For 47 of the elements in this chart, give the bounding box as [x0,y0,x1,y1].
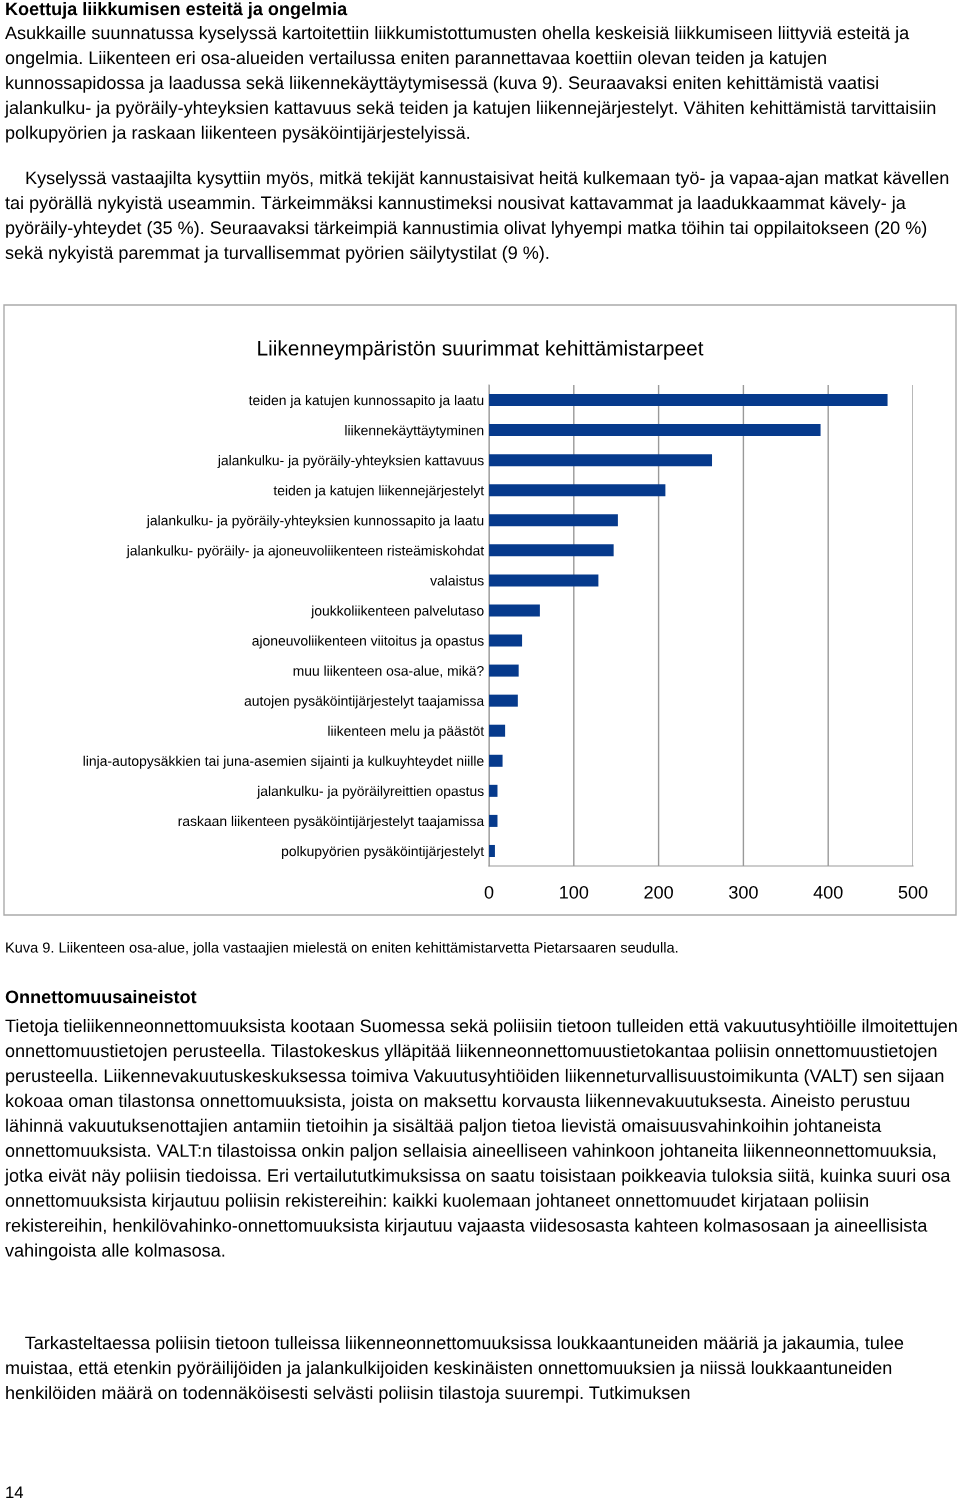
bar [489,724,506,737]
text: Asukkaille suunnatussa kyselyssä kartoitettiin liikkumistottumusten ohella keskeisiä liikkumiseen liittyviä esteitä ja ongelmia. Liikenteen eri osa-alueiden vertailussa eniten parannettavaa koettiin olevan teiden ja katujen kunnossapidossa ja laadussa sekä liikennekäyttäytymisessä (kuva 9). Seuraavaksi eniten kehittämistä vaatisi jalankulku- ja pyöräily-yhteyksien kattavuus sekä teiden ja katujen liikennejärjestelyt. Vähiten kehittämistä tarvittaisiin polkupyörien ja raskaan liikenteen pysäköintijärjestelyissä. [4,26,936,143]
bar [489,454,713,467]
y-tick-label: muu liikenteen osa-alue, mikä? [293,665,484,678]
text: Koettuja liikkumisen esteitä ja ongelmia [6,2,348,19]
bar [489,814,498,827]
y-tick-label: liikennekäyttäytyminen [345,425,484,439]
text: Kyselyssä vastaajilta kysyttiin myös, mitkä tekijät kannustaisivat heitä kulkemaan työ- ja vapaa-ajan matkat kävellen tai pyörällä nykyistä useammin. Tärkeimmäksi kannustimeksi nousivat kattavammat ja laadukkaammat kävely- ja pyöräily-yhteydet (35 %). Seuraavaksi tärkeimpiä kannustimia olivat lyhyempi matka töihin tai oppilaitokseen (20 %) sekä nykyistä paremmat ja turvallisemmat pyörien säilytystilat (9 %). [5,171,949,263]
bar [489,604,540,617]
bar [489,394,888,407]
x-tick-label: 300 [729,885,758,899]
x-tick-label: 500 [898,885,928,899]
bar [489,484,666,497]
bar [489,424,821,437]
bar [489,514,618,527]
y-tick-label: autojen pysäköintijärjestelyt taajamissa [244,695,485,709]
y-tick-label: valaistus [430,575,484,586]
text: 14 [6,1486,24,1499]
text: Tarkasteltaessa poliisin tietoon tulleissa liikenneonnettomuuksissa loukkaantuneiden määriä ja jakaumia, tulee muistaa, että etenkin pyöräilijöiden ja jalankulkijoiden keskinäisten onnettomuuksien ja niissä loukkaantuneiden henkilöiden määrä on todennäköisesti selvästi poliisin tilastoja suurempi. Tutkimuksen [6,1336,904,1403]
y-tick-label: teiden ja katujen liikennejärjestelyt [273,485,485,499]
y-tick-label: teiden ja katujen kunnossapito ja laatu [248,395,484,408]
x-tick-label: 400 [813,885,843,899]
y-tick-label: raskaan liikenteen pysäköintijärjestelyt taajamissa [178,815,485,829]
y-tick-label: joukkoliikenteen palvelutaso [310,605,484,619]
y-tick-label: jalankulku- ja pyöräily-yhteyksien kunnossapito ja laatu [146,515,484,529]
y-tick-label: linja-autopysäkkien tai juna-asemien sijainti ja kulkuyhteydet niille [83,755,484,769]
bar [489,754,503,767]
bar [489,664,519,677]
chart-title: Liikenneympäristön suurimmat kehittämistarpeet [258,340,704,360]
bar [489,784,498,797]
y-tick-label: polkupyörien pysäköintijärjestelyt [282,845,485,859]
text: Onnettomuusaineistot [5,990,197,1004]
y-tick-label: liikenteen melu ja päästöt [328,725,485,739]
text: Tietoja tieliikenneonnettomuuksista kootaan Suomessa sekä poliisiin tietoon tulleiden että vakuutusyhtiöille ilmoitettujen onnettomuustietojen perusteella. Tilastokeskus ylläpitää liikenneonnettomuustietokantaa poliisin onnettomuustietojen perusteella. Liikennevakuutuskeskuksessa toimiva Vakuutusyhtiöiden liikenneturvallisuustoimikunta (VALT) sen sijaan kokoaa oman tilastonsa onnettomuuksista, joista on maksettu korvausta liikennevakuutuksesta. Aineisto perustuu lähinnä vakuutuksenottajien antamiin tietoihin ja sisältää paljon tietoa lievistä omaisuusvahinkoihin johtaneista onnettomuuksista. VALT:n tilastoissa onkin paljon sellaisia aineelliseen vahinkoon johtaneita liikenneonnettomuuksia, jotka eivät näy poliisin tiedoissa. Eri vertailututkimuksissa on saatu toisistaan poikkeavia tuloksia siitä, kuinka suuri osa onnettomuuksista kirjautuu poliisin rekistereihin: kaikki kuolemaan johtaneet onnettomuudet kirjataan poliisin rekistereihin, henkilövahinko-onnettomuuksista kirjautuu vajaasta viidesosasta kahteen kolmasosaan ja aineellisista vahingoista alle kolmasosa. [4,1019,957,1261]
bar [489,544,614,557]
y-tick-label: ajoneuvoliikenteen viitoitus ja opastus [252,635,484,649]
y-tick-label: jalankulku- ja pyöräily-yhteyksien kattavuus [217,455,484,469]
x-tick-label: 100 [560,885,589,899]
y-tick-label: jalankulku- pyöräily- ja ajoneuvoliikenteen risteämiskohdat [126,545,485,559]
bar [489,694,518,707]
y-tick-label: jalankulku- ja pyöräilyreittien opastus [256,785,484,799]
text: Kuva 9. Liikenteen osa-alue, jolla vastaajien mielestä on eniten kehittämistarvetta Pietarsaaren seudulla. [6,942,678,956]
x-tick-label: 0 [484,885,494,899]
bar [489,844,495,857]
x-tick-label: 200 [644,885,673,899]
bar [489,574,599,587]
bar [489,634,523,647]
